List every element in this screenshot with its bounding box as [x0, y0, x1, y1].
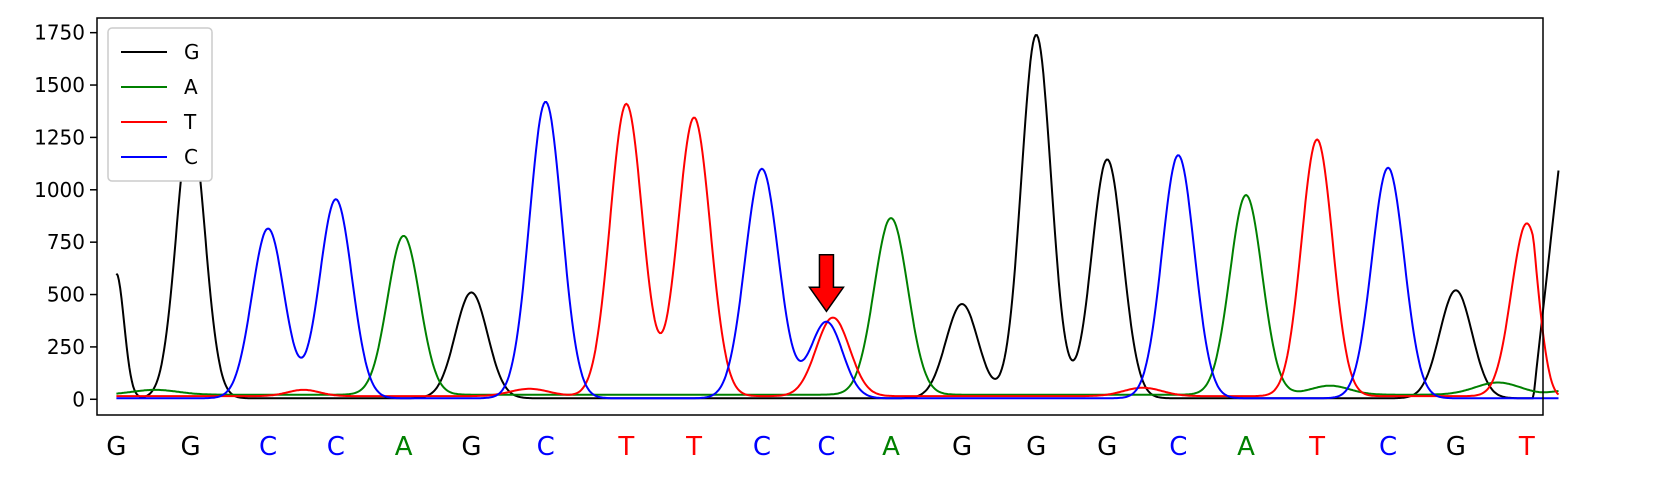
base-label: G [952, 432, 972, 462]
trace-A [116, 193, 1559, 396]
legend-label: G [184, 40, 200, 64]
base-label: C [753, 432, 771, 462]
trace-C [116, 101, 1559, 400]
base-label: C [1379, 432, 1397, 462]
base-label: G [1026, 432, 1046, 462]
y-tick-label: 0 [72, 387, 85, 411]
y-tick-label: 750 [47, 230, 85, 254]
base-label: G [181, 432, 201, 462]
y-tick-label: 1250 [34, 125, 85, 149]
base-label: G [1446, 432, 1466, 462]
base-label: T [1308, 432, 1325, 462]
base-label: C [537, 432, 555, 462]
base-label: C [327, 432, 345, 462]
base-label: A [395, 432, 413, 462]
plot-frame [96, 17, 1544, 416]
mutation-arrow-layer [808, 253, 845, 313]
legend-box [107, 27, 213, 182]
base-label: G [1097, 432, 1117, 462]
base-label: G [461, 432, 481, 462]
trace-T [116, 102, 1560, 398]
trace-lines [115, 34, 1560, 400]
legend-label: T [183, 110, 197, 134]
base-label: G [106, 432, 126, 462]
base-label: C [817, 432, 835, 462]
legend-label: C [184, 145, 198, 169]
base-label: C [1169, 432, 1187, 462]
y-tick-label: 250 [47, 335, 85, 359]
base-label: C [259, 432, 277, 462]
y-tick-label: 1500 [34, 73, 85, 97]
base-label: A [1237, 432, 1255, 462]
base-label: T [1518, 432, 1535, 462]
base-label: A [882, 432, 900, 462]
legend-label: A [184, 75, 198, 99]
y-tick-label: 500 [47, 283, 85, 307]
mutation-arrow [808, 253, 845, 313]
y-tick-label: 1000 [34, 178, 85, 202]
y-axis: 0 250 500 750 1000 1250 1500 1750 [34, 21, 97, 411]
base-label: T [685, 432, 702, 462]
base-label: T [617, 432, 634, 462]
trace-G [115, 34, 1560, 400]
y-tick-label: 1750 [34, 21, 85, 45]
